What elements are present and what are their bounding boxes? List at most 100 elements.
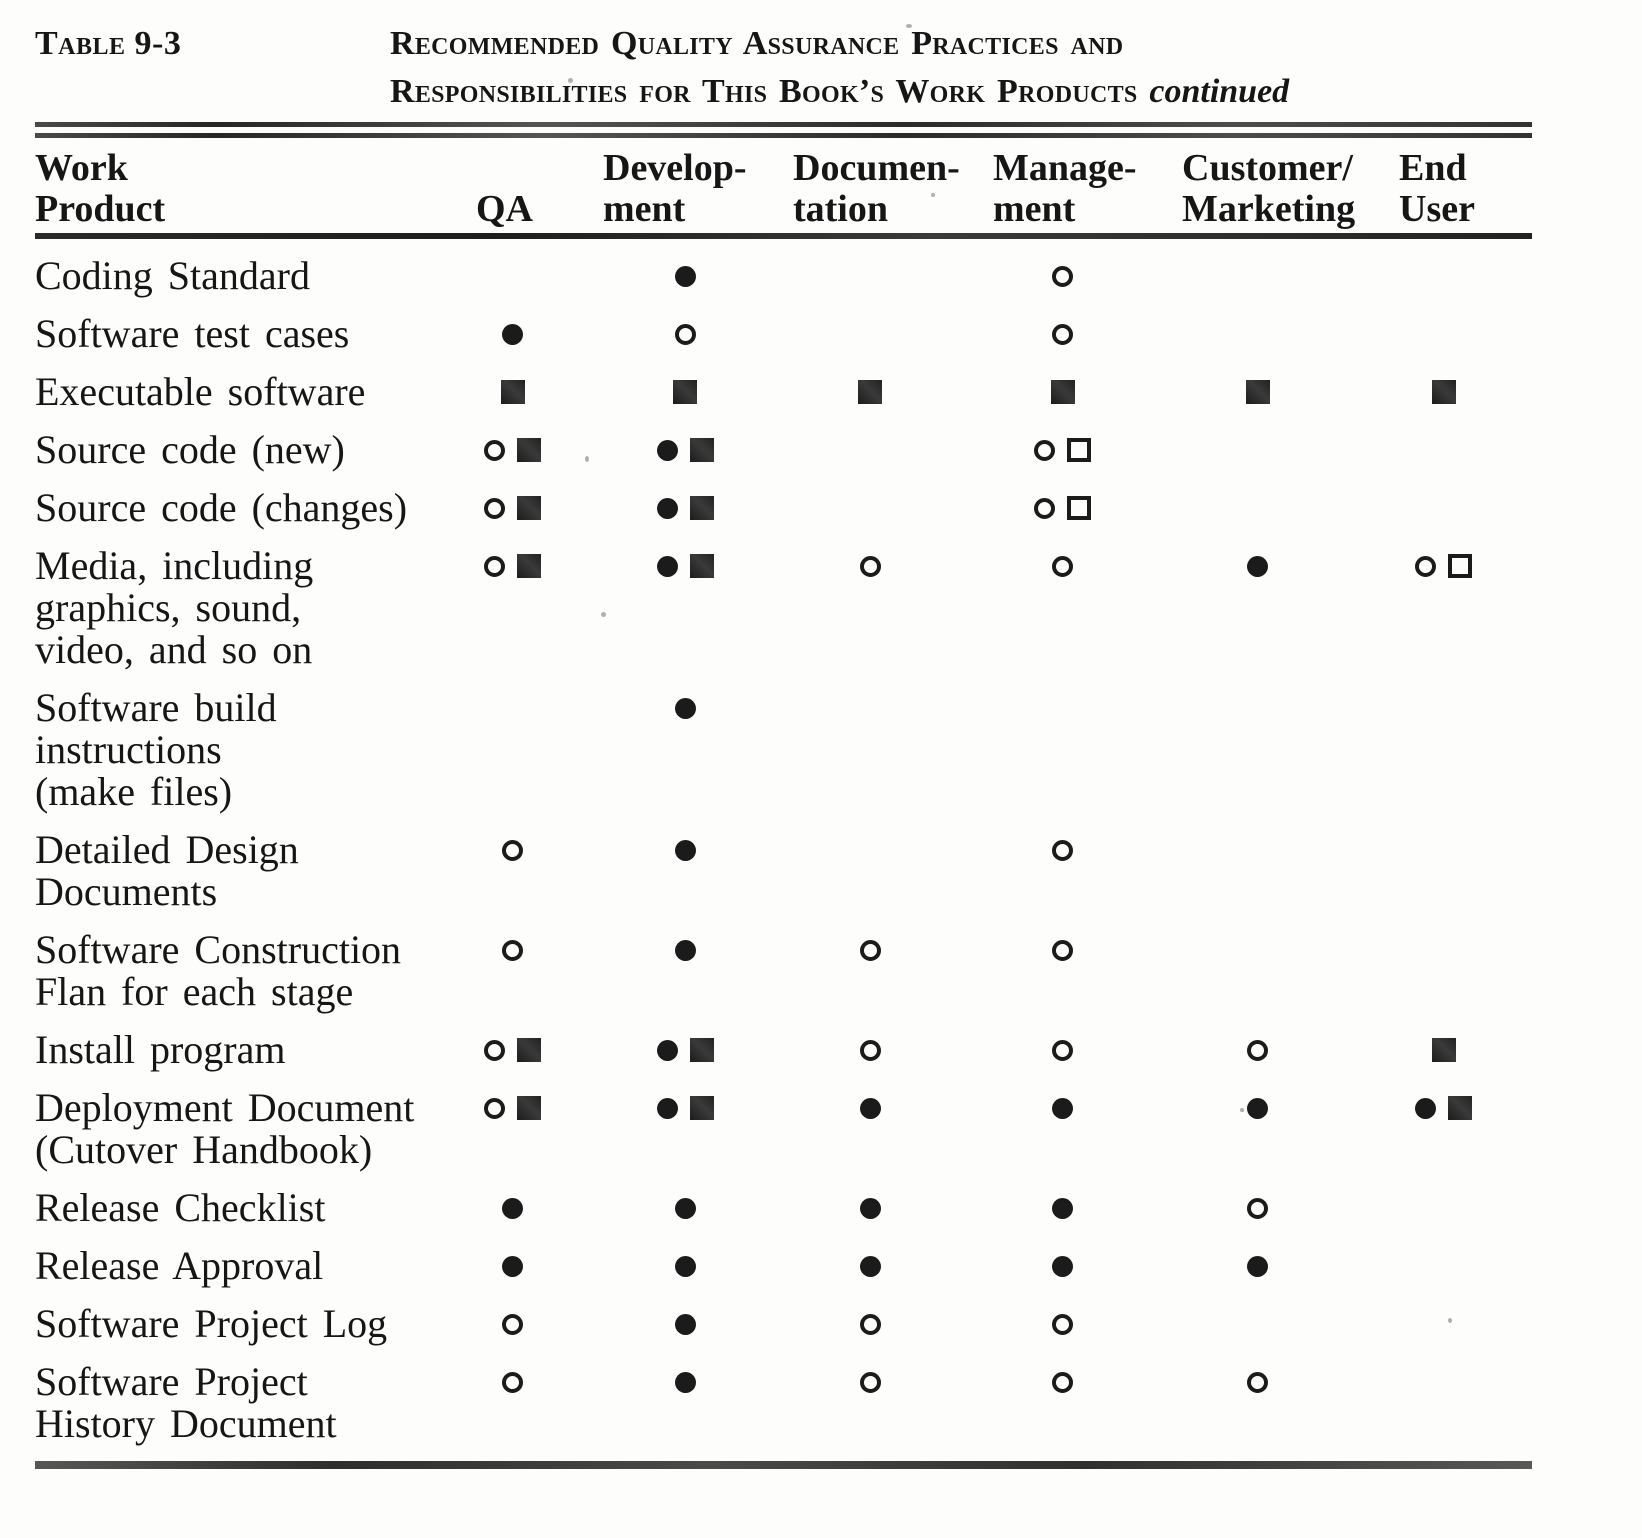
work-product-cell: Deployment Document (Cutover Handbook) [35, 1087, 430, 1171]
column-header-line: Customer/ [1182, 147, 1353, 189]
filled-square-symbol [1448, 1096, 1472, 1120]
rule-line [35, 122, 1532, 127]
symbol-cell-qa [430, 487, 595, 529]
work-product-line: Flan for each stage [35, 969, 354, 1014]
scan-speck [1240, 1108, 1244, 1112]
work-product-cell: Software test cases [35, 313, 430, 355]
symbol-cell-customer_marketing [1160, 1303, 1355, 1345]
table-row: Software Project Log [35, 1303, 1532, 1345]
work-product-line: Coding Standard [35, 253, 310, 298]
symbol-cell-qa [430, 829, 595, 871]
symbol-cell-qa [430, 1187, 595, 1229]
work-product-line: (Cutover Handbook) [35, 1127, 373, 1172]
work-product-line: Source code (new) [35, 427, 345, 472]
table-row: Software Construction Flan for each stage [35, 929, 1532, 1013]
filled-square-symbol [858, 380, 882, 404]
symbol-cell-management [965, 1029, 1160, 1071]
filled-circle-symbol [656, 497, 678, 519]
work-product-line: Documents [35, 869, 218, 914]
symbol-cell-customer_marketing [1160, 255, 1355, 297]
symbol-cell-end_user [1355, 1245, 1532, 1287]
symbol-cell-development [595, 487, 775, 529]
table-title-line2-text: Responsibilities for This Book’s Work Pr… [390, 73, 1138, 110]
symbol-cell-customer_marketing [1160, 1245, 1355, 1287]
symbol-cell-management [965, 545, 1160, 587]
work-product-cell: Coding Standard [35, 255, 430, 297]
column-header-line: Work [35, 147, 128, 189]
table-title: Recommended Quality Assurance Practices … [390, 20, 1532, 116]
open-circle-symbol [1052, 265, 1073, 287]
work-product-cell: Source code (new) [35, 429, 430, 471]
column-header-line: Documen- [793, 147, 960, 189]
open-circle-symbol [1052, 839, 1073, 861]
open-circle-symbol [502, 839, 523, 861]
open-circle-symbol [674, 323, 696, 345]
scan-speck [931, 193, 935, 197]
symbol-cell-end_user [1355, 1087, 1532, 1129]
work-product-line: Release Approval [35, 1243, 324, 1288]
symbol-cell-management [965, 487, 1160, 529]
symbol-cell-customer_marketing [1160, 829, 1355, 871]
table-row: Install program [35, 1029, 1532, 1071]
open-circle-symbol [1034, 439, 1055, 461]
filled-circle-symbol [656, 1039, 678, 1061]
symbol-cell-development [595, 429, 775, 471]
table-caption: Table 9-3 Recommended Quality Assurance … [35, 20, 1532, 116]
symbol-cell-documentation [775, 1087, 965, 1129]
filled-circle-symbol [656, 1097, 678, 1119]
table-row: Media, including graphics, sound, video, a… [35, 545, 1532, 671]
work-product-line: Executable software [35, 369, 366, 414]
open-circle-symbol [1034, 497, 1055, 519]
symbol-cell-customer_marketing [1160, 1087, 1355, 1129]
filled-circle-symbol [674, 1313, 696, 1335]
column-header-line: Marketing [1182, 188, 1356, 230]
work-product-cell: Source code (changes) [35, 487, 430, 529]
work-product-line: Software build [35, 685, 277, 730]
symbol-cell-customer_marketing [1160, 429, 1355, 471]
column-header-line: tation [793, 188, 888, 230]
work-product-cell: Install program [35, 1029, 430, 1071]
open-circle-symbol [1052, 1039, 1073, 1061]
filled-square-symbol [517, 496, 541, 520]
work-product-cell: Release Checklist [35, 1187, 430, 1229]
symbol-cell-development [595, 1029, 775, 1071]
table-row: Software build instructions (make files) [35, 687, 1532, 813]
filled-circle-symbol [1052, 1197, 1073, 1219]
open-circle-symbol [484, 555, 505, 577]
column-header-line: Product [35, 188, 166, 230]
symbol-cell-development [595, 255, 775, 297]
column-header-line: ment [993, 188, 1076, 230]
open-circle-symbol [502, 1371, 523, 1393]
filled-circle-symbol [859, 1097, 881, 1119]
table-header-row: Work Product QA Develop-ment Documen-tation M… [35, 148, 1532, 230]
symbol-cell-management [965, 1361, 1160, 1403]
open-circle-symbol [484, 1097, 505, 1119]
filled-square-symbol [689, 496, 714, 520]
filled-circle-symbol [674, 697, 696, 719]
open-circle-symbol [1247, 1371, 1268, 1393]
filled-circle-symbol [1052, 1255, 1073, 1277]
table-row: Detailed Design Documents [35, 829, 1532, 913]
filled-circle-symbol [502, 323, 523, 345]
symbol-cell-qa [430, 1029, 595, 1071]
table-row: Source code (new) [35, 429, 1532, 471]
work-product-cell: Software build instructions (make files) [35, 687, 430, 813]
symbol-cell-documentation [775, 1245, 965, 1287]
column-header-line: User [1399, 188, 1475, 230]
symbol-cell-management [965, 1087, 1160, 1129]
symbol-cell-development [595, 829, 775, 871]
symbol-cell-end_user [1355, 1029, 1532, 1071]
bottom-rule [35, 1461, 1532, 1469]
table-row: Release Checklist [35, 1187, 1532, 1229]
column-header-line: ment [603, 188, 686, 230]
table-row: Release Approval [35, 1245, 1532, 1287]
filled-circle-symbol [502, 1255, 523, 1277]
symbol-cell-end_user [1355, 687, 1532, 729]
filled-circle-symbol [502, 1197, 523, 1219]
work-product-line: Software test cases [35, 311, 350, 356]
symbol-cell-customer_marketing [1160, 545, 1355, 587]
open-circle-symbol [859, 939, 881, 961]
column-header-line: End [1399, 147, 1467, 189]
scan-speck [601, 612, 606, 617]
column-header-documentation: Documen-tation [775, 148, 965, 230]
